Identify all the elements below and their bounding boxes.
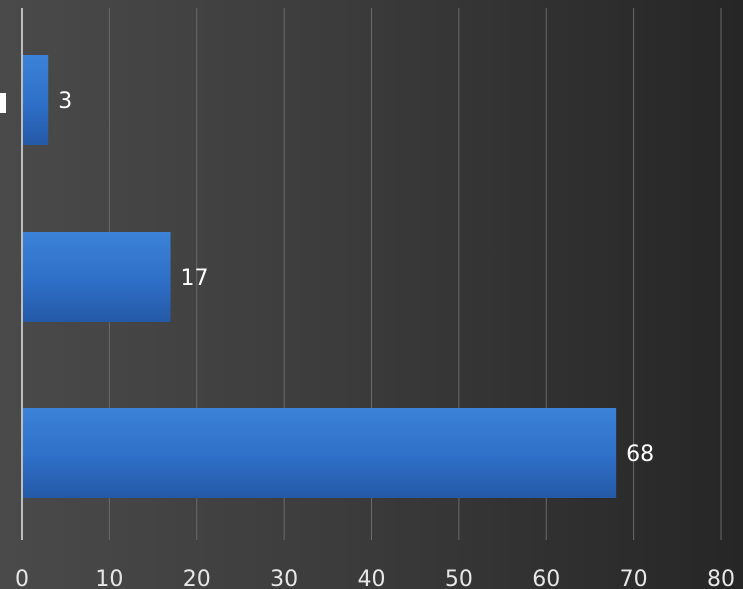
bar-value-label: 68 [626, 442, 654, 467]
x-tick-label: 80 [707, 567, 735, 589]
x-tick-label: 70 [620, 567, 648, 589]
x-axis-ticks: 0 10 20 30 40 50 60 70 80 [15, 567, 735, 589]
bar [23, 232, 171, 322]
x-tick-label: 10 [95, 567, 123, 589]
x-tick-label: 60 [532, 567, 560, 589]
bar-value-label: 3 [58, 89, 72, 114]
data-labels: 3 17 68 [58, 89, 654, 467]
bar [23, 55, 49, 145]
x-tick-label: 0 [15, 567, 29, 589]
bar [23, 408, 617, 498]
x-tick-label: 30 [270, 567, 298, 589]
x-tick-label: 50 [445, 567, 473, 589]
x-tick-label: 20 [183, 567, 211, 589]
gridlines [108, 8, 722, 540]
bars [23, 55, 617, 498]
x-tick-label: 40 [358, 567, 386, 589]
bar-value-label: 17 [181, 266, 209, 291]
category-marker [0, 93, 6, 113]
